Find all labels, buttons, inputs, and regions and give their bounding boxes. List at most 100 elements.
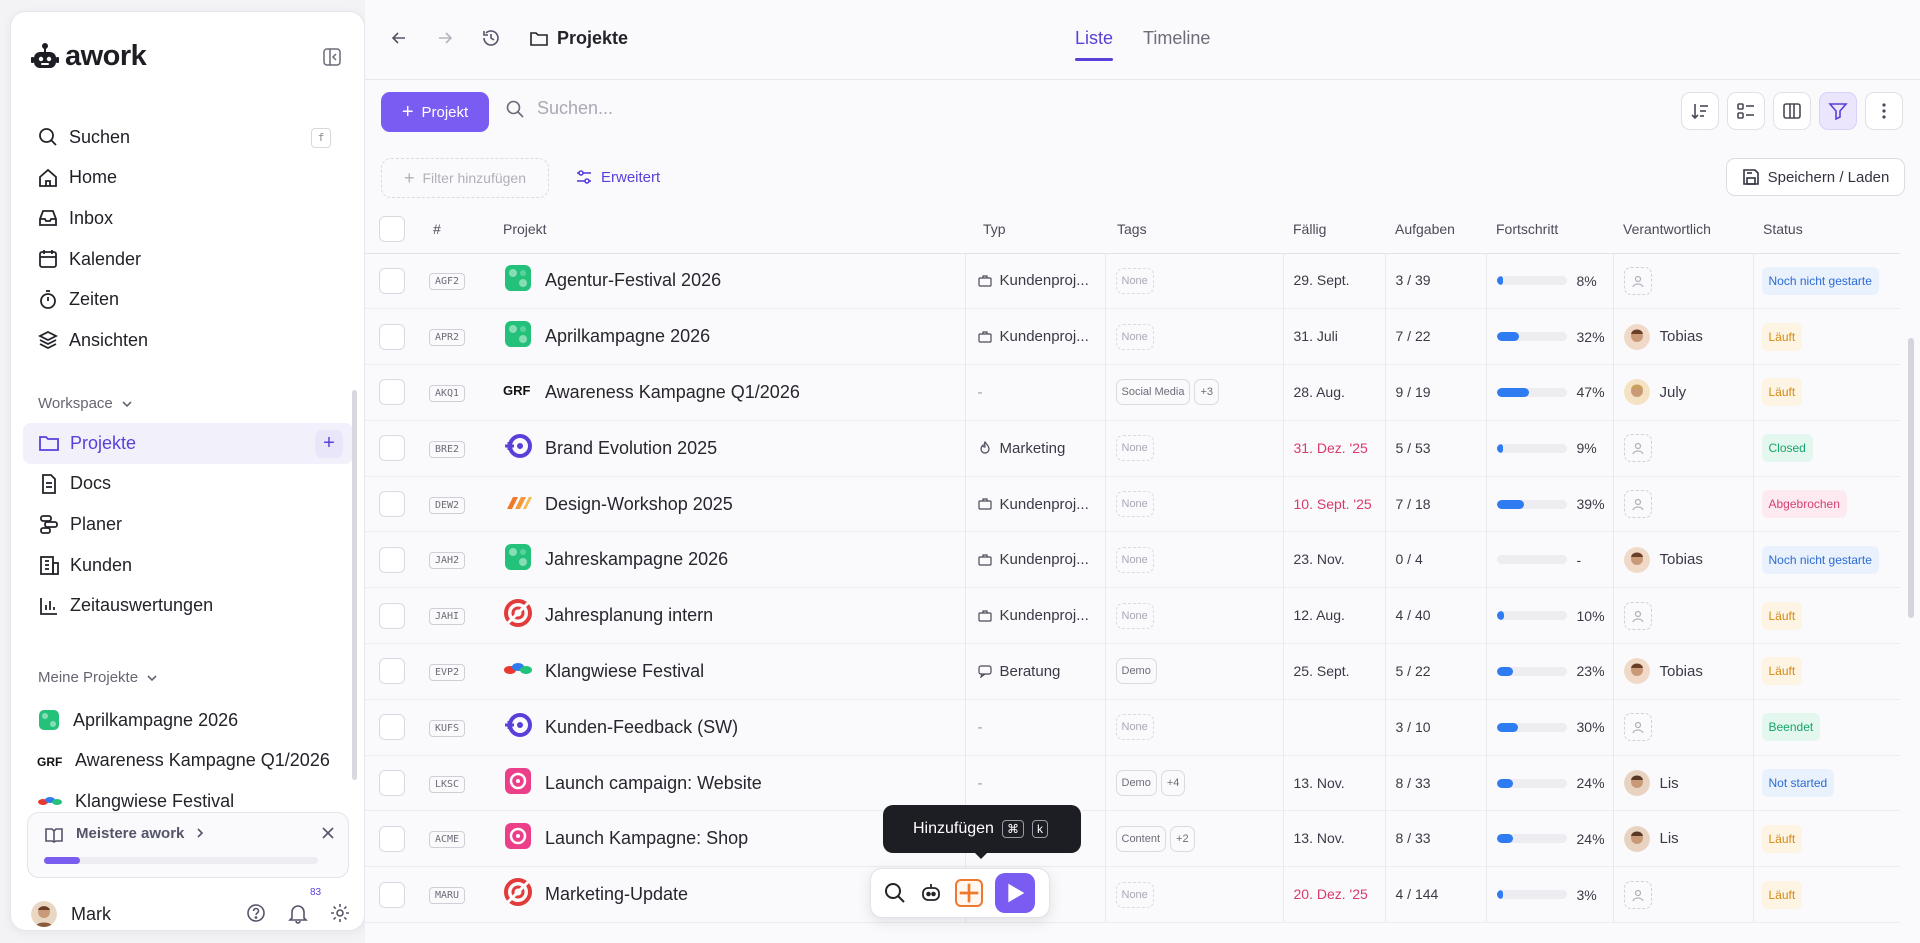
project-cell[interactable]: Aprilkampagne 2026	[503, 308, 965, 366]
due-cell[interactable]: 13. Nov.	[1282, 755, 1385, 812]
nav-item-times[interactable]: Zeiten	[37, 279, 347, 320]
project-name[interactable]: Agentur-Festival 2026	[545, 270, 722, 291]
column-header[interactable]: Fortschritt	[1486, 205, 1613, 254]
status-badge[interactable]: Läuft	[1761, 378, 1803, 407]
tags-cell[interactable]: None	[1104, 866, 1283, 924]
arrow-right-icon[interactable]	[435, 28, 455, 48]
tags-cell[interactable]: Demo	[1104, 643, 1283, 700]
add-project-button[interactable]: +	[315, 430, 343, 458]
owner-cell[interactable]	[1612, 476, 1753, 533]
project-name[interactable]: Kunden-Feedback (SW)	[545, 716, 739, 737]
row-checkbox[interactable]	[379, 267, 405, 294]
row-checkbox[interactable]	[379, 658, 405, 685]
project-cell[interactable]: Jahreskampagne 2026	[503, 531, 965, 589]
owner-cell[interactable]: Tobias	[1612, 531, 1753, 589]
robot-icon[interactable]	[919, 881, 943, 905]
owner[interactable]	[1614, 880, 1753, 909]
owner[interactable]: Tobias	[1614, 658, 1753, 685]
tag-chip[interactable]: None	[1115, 435, 1154, 462]
table-row[interactable]: AKQ1 GRF Awareness Kampagne Q1/2026 - Soc…	[365, 364, 1900, 421]
avatar[interactable]	[31, 901, 57, 927]
add-filter-button[interactable]: + Filter hinzufügen	[381, 158, 549, 198]
tags-cell[interactable]: None	[1104, 699, 1283, 756]
tags-cell[interactable]: None	[1104, 420, 1283, 477]
type-cell[interactable]: -	[964, 699, 1105, 756]
columns-button[interactable]	[1773, 92, 1811, 130]
project-cell[interactable]: Brand Evolution 2025	[503, 420, 965, 477]
table-row[interactable]: APR2 Aprilkampagne 2026 Kundenproj... No…	[365, 308, 1900, 366]
status-cell[interactable]: Noch nicht gestarte	[1752, 253, 1900, 310]
owner[interactable]: July	[1614, 379, 1753, 406]
project-name[interactable]: Marketing-Update	[545, 884, 689, 905]
tags-cell[interactable]: None	[1104, 308, 1283, 366]
project-name[interactable]: Jahresplanung intern	[545, 605, 714, 626]
table-row[interactable]: JAHI Jahresplanung intern Kundenproj... …	[365, 587, 1900, 645]
sidebar-item-docs[interactable]: Docs	[23, 464, 353, 505]
type-cell[interactable]: Kundenproj...	[964, 308, 1105, 366]
table-row[interactable]: BRE2 Brand Evolution 2025 Marketing None…	[365, 420, 1900, 477]
tag-chip[interactable]: None	[1115, 714, 1154, 741]
tab-timeline[interactable]: Timeline	[1143, 28, 1211, 48]
project-cell[interactable]: Agentur-Festival 2026	[503, 253, 965, 310]
type-cell[interactable]: Marketing	[964, 420, 1105, 477]
owner[interactable]	[1614, 713, 1753, 742]
row-checkbox[interactable]	[379, 714, 405, 741]
status-cell[interactable]: Läuft	[1752, 308, 1900, 366]
column-header[interactable]: Typ	[965, 205, 1105, 254]
tags-cell[interactable]: None	[1104, 253, 1283, 310]
row-checkbox[interactable]	[379, 379, 405, 406]
table-row[interactable]: AGF2 Agentur-Festival 2026 Kundenproj...…	[365, 253, 1900, 310]
my-project-item[interactable]: GRF Awareness Kampagne Q1/2026	[37, 741, 357, 782]
row-checkbox[interactable]	[379, 602, 405, 629]
search-input[interactable]: Suchen...	[505, 98, 613, 119]
due-cell[interactable]: 10. Sept. '25	[1282, 476, 1385, 533]
sidebar-item-customers[interactable]: Kunden	[23, 545, 353, 586]
status-badge[interactable]: Läuft	[1761, 322, 1803, 351]
tag-chip[interactable]: None	[1115, 881, 1154, 908]
owner-cell[interactable]: Tobias	[1612, 308, 1753, 366]
logo[interactable]: awork	[31, 40, 147, 73]
row-checkbox[interactable]	[379, 770, 405, 797]
advanced-filter-button[interactable]: Erweitert	[575, 168, 660, 186]
owner-cell[interactable]: Lis	[1612, 755, 1753, 812]
owner[interactable]: Tobias	[1614, 323, 1753, 350]
row-checkbox[interactable]	[379, 825, 405, 852]
due-cell[interactable]: 31. Dez. '25	[1282, 420, 1385, 477]
status-badge[interactable]: Läuft	[1761, 880, 1803, 909]
status-cell[interactable]: Läuft	[1752, 643, 1900, 700]
group-button[interactable]	[1727, 92, 1765, 130]
project-cell[interactable]: Klangwiese Festival	[503, 643, 965, 700]
tag-chip[interactable]: +3	[1194, 379, 1220, 406]
tags-cell[interactable]: Social Media +3	[1104, 364, 1283, 421]
type-cell[interactable]: Kundenproj...	[964, 531, 1105, 589]
table-row[interactable]: DEW2 Design-Workshop 2025 Kundenproj... …	[365, 476, 1900, 533]
select-all-checkbox[interactable]	[379, 215, 405, 242]
owner[interactable]: Lis	[1614, 770, 1753, 797]
project-name[interactable]: Awareness Kampagne Q1/2026	[545, 381, 800, 402]
column-header[interactable]: Status	[1753, 205, 1900, 254]
due-cell[interactable]: 31. Juli	[1282, 308, 1385, 366]
project-name[interactable]: Launch campaign: Website	[545, 772, 762, 793]
due-cell[interactable]: 13. Nov.	[1282, 810, 1385, 868]
tag-chip[interactable]: None	[1115, 323, 1154, 350]
status-badge[interactable]: Läuft	[1761, 657, 1803, 686]
status-badge[interactable]: Closed	[1761, 434, 1813, 463]
row-checkbox[interactable]	[379, 435, 405, 462]
row-checkbox[interactable]	[379, 491, 405, 518]
my-project-item[interactable]: Klangwiese Festival	[37, 781, 357, 822]
tag-chip[interactable]: +4	[1160, 770, 1186, 797]
status-cell[interactable]: Beendet	[1752, 699, 1900, 756]
project-name[interactable]: Design-Workshop 2025	[545, 493, 733, 514]
owner-cell[interactable]: Lis	[1612, 810, 1753, 868]
table-row[interactable]: KUFS Kunden-Feedback (SW) - None 3 / 10 …	[365, 699, 1900, 756]
nav-item-inbox[interactable]: Inbox	[37, 198, 347, 239]
project-name[interactable]: Aprilkampagne 2026	[545, 326, 711, 347]
gear-icon[interactable]	[329, 902, 351, 924]
type-cell[interactable]: Kundenproj...	[964, 476, 1105, 533]
add-button[interactable]	[955, 879, 983, 907]
column-header[interactable]: #	[415, 205, 503, 254]
onboarding-card[interactable]: Meistere awork	[27, 812, 349, 878]
owner[interactable]	[1614, 490, 1753, 519]
status-badge[interactable]: Läuft	[1761, 601, 1803, 630]
status-cell[interactable]: Läuft	[1752, 364, 1900, 421]
